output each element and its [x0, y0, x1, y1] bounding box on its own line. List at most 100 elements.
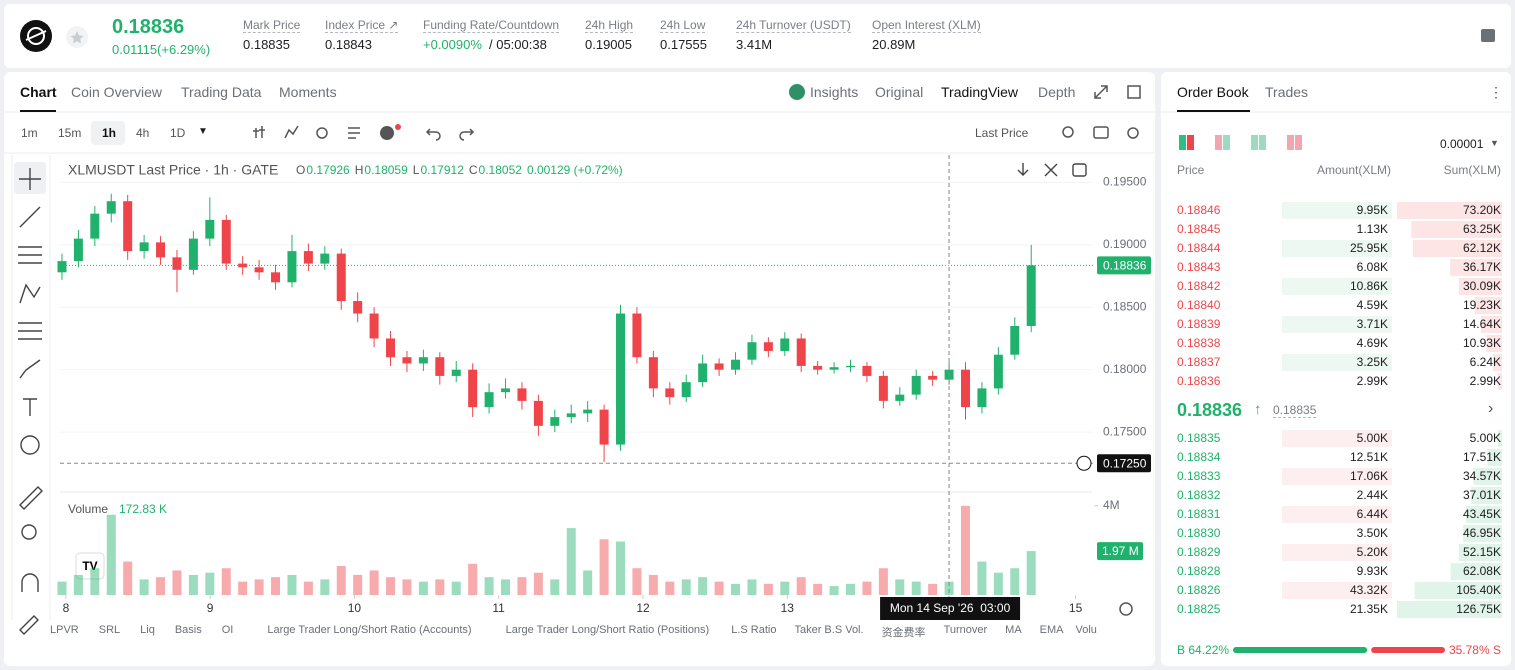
depth-bar [1487, 449, 1502, 466]
volume-bar [172, 570, 182, 595]
candle-body [796, 338, 806, 366]
window-icon[interactable] [1127, 85, 1141, 99]
indicator[interactable]: LPVR [50, 624, 79, 636]
layout-icon[interactable] [1187, 135, 1194, 150]
crosshair-tool[interactable] [19, 168, 41, 190]
interval[interactable]: 1h [102, 126, 117, 140]
indicator[interactable]: 资金费率 [881, 627, 926, 639]
add-icon[interactable] [380, 126, 394, 140]
indicator[interactable]: Volu [1075, 624, 1097, 636]
price-change: 0.01115(+6.29%) [112, 42, 211, 57]
indicator[interactable]: MA [1005, 624, 1022, 636]
line-tool[interactable] [19, 206, 41, 228]
candle-icon[interactable] [253, 126, 265, 138]
chart-tab[interactable]: Coin Overview [71, 84, 163, 100]
camera-icon[interactable] [1093, 126, 1109, 139]
ob-tab[interactable]: Order Book [1177, 84, 1249, 100]
view-tab[interactable]: Insights [810, 84, 859, 100]
template-icon[interactable] [348, 127, 360, 139]
indicator[interactable]: Turnover [943, 624, 988, 636]
chart-tab[interactable]: Chart [20, 84, 57, 100]
indicator[interactable]: Liq [140, 624, 155, 636]
chart-tab[interactable]: Trading Data [181, 84, 262, 100]
dropdown-caret[interactable]: ▼ [198, 126, 208, 137]
precision-caret[interactable]: ▼ [1490, 138, 1499, 148]
depth-bar [1450, 259, 1502, 276]
candle-body [303, 251, 313, 264]
pattern-tool[interactable] [19, 283, 41, 304]
view-tab[interactable]: Depth [1038, 84, 1076, 100]
measure-tool[interactable] [19, 486, 43, 510]
emoji-tool[interactable] [20, 435, 40, 455]
layout-icon[interactable] [1215, 135, 1222, 150]
crosshair-y-label: 0.17250 [1103, 456, 1147, 470]
volume-bar [895, 579, 905, 595]
layout-icon[interactable] [1295, 135, 1302, 150]
indicator[interactable]: Basis [174, 624, 202, 636]
sell-ratio: 35.78% S [1448, 643, 1501, 657]
layout-icon[interactable] [1287, 135, 1294, 150]
precision[interactable]: 0.00001 [1440, 137, 1484, 151]
candle-body [977, 388, 987, 408]
layout-icon[interactable] [1179, 135, 1186, 150]
ob-tab[interactable]: Trades [1265, 84, 1309, 100]
magnet-tool[interactable] [21, 573, 39, 592]
fib-tool[interactable] [18, 322, 42, 340]
stat-label: Mark Price [243, 18, 301, 33]
volume-bar [599, 539, 609, 595]
col-head: Sum(XLM) [1443, 163, 1501, 177]
settings-icon[interactable] [1127, 127, 1139, 139]
chart-tab[interactable]: Moments [279, 84, 337, 100]
ob-sum: 43.45K [1462, 507, 1501, 521]
price-type[interactable]: Last Price [975, 126, 1029, 140]
pencil-tool[interactable] [19, 615, 39, 635]
indicator[interactable]: Taker B.S Vol. [794, 624, 864, 636]
crosshair-add[interactable] [1076, 455, 1092, 471]
interval[interactable]: 1D [170, 126, 186, 140]
undo-icon[interactable] [425, 128, 441, 141]
layout-icon[interactable] [1223, 135, 1230, 150]
view-tab[interactable]: TradingView [941, 84, 1019, 100]
channel-tool[interactable] [18, 246, 42, 264]
mid-chevron[interactable]: › [1488, 400, 1494, 417]
legend-value: 0.00129 (+0.72%) [527, 163, 623, 177]
indicator[interactable]: L.S Ratio [731, 624, 777, 636]
indicator[interactable]: OI [221, 624, 234, 636]
ob-more[interactable]: ⋮ [1489, 84, 1503, 100]
indicator[interactable]: SRL [98, 624, 121, 636]
layout-icon[interactable] [1251, 135, 1258, 150]
interval[interactable]: 1m [21, 126, 38, 140]
close-icon[interactable] [1044, 163, 1058, 177]
ob-amount: 2.44K [1356, 488, 1388, 502]
expand-icon[interactable] [1094, 85, 1108, 99]
view-tab[interactable]: Original [875, 84, 924, 100]
layout-icon[interactable] [1259, 135, 1266, 150]
restore-icon[interactable] [1072, 163, 1087, 177]
candle-body [106, 201, 116, 214]
text-tool[interactable] [23, 398, 37, 416]
ob-sum: 46.95K [1462, 526, 1501, 540]
ob-price: 0.18845 [1177, 222, 1221, 236]
candle-body [993, 354, 1003, 389]
zoom-tool[interactable] [21, 524, 37, 540]
depth-bar [1474, 297, 1502, 314]
axis-settings-icon[interactable] [1119, 602, 1133, 616]
x-tick-label: 12 [636, 601, 650, 615]
interval[interactable]: 15m [58, 126, 82, 140]
indicator[interactable]: Large Trader Long/Short Ratio (Accounts) [267, 624, 472, 636]
volume-bar [681, 579, 691, 595]
indicator-icon[interactable] [284, 125, 299, 139]
indicator[interactable]: EMA [1039, 624, 1064, 636]
brush-tool[interactable] [19, 359, 41, 379]
ob-amount: 9.93K [1356, 564, 1388, 578]
redo-icon[interactable] [459, 128, 475, 141]
menu-icon[interactable] [1481, 29, 1495, 42]
indicator[interactable]: Large Trader Long/Short Ratio (Positions… [505, 624, 710, 636]
search-icon[interactable] [1062, 126, 1074, 138]
replay-icon[interactable] [316, 127, 328, 139]
interval[interactable]: 4h [136, 126, 150, 140]
ob-sum: 73.20K [1462, 203, 1501, 217]
volume-bar [632, 568, 642, 595]
x-tick-label: 13 [781, 601, 795, 615]
collapse-icon[interactable] [1017, 163, 1029, 176]
